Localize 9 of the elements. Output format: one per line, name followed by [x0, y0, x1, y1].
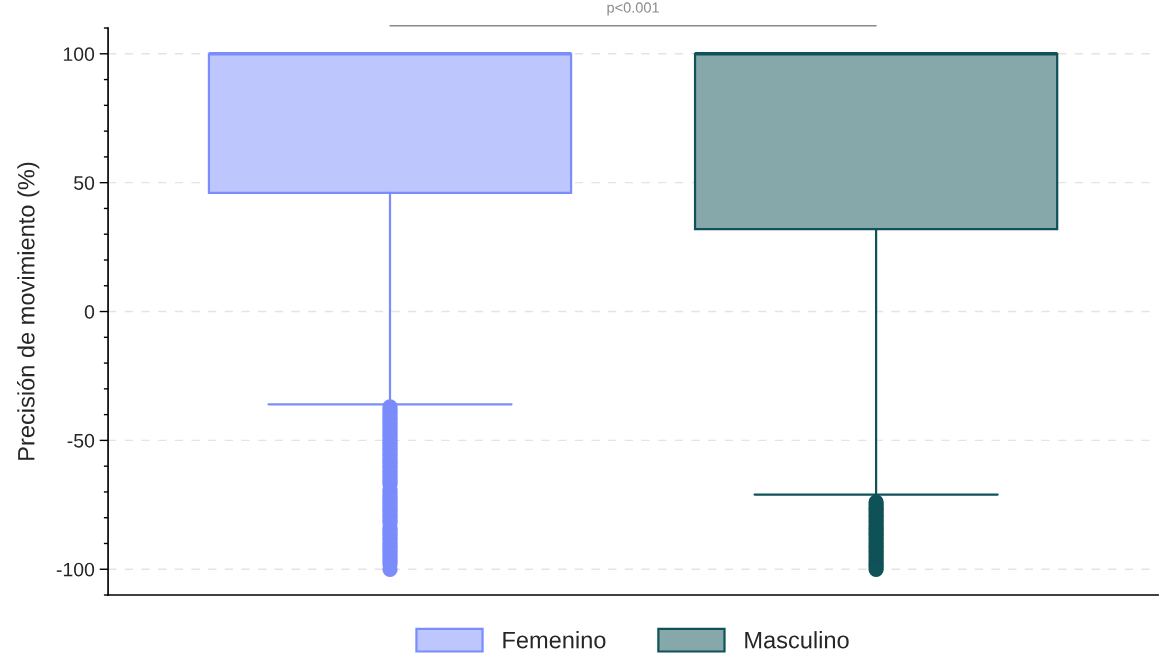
y-tick-label: 50	[74, 176, 95, 190]
text: p<0.001	[607, 2, 659, 16]
y-tick-label: 100	[63, 47, 95, 62]
y-tick-label: -100	[56, 562, 95, 577]
y-tick-label: -50	[67, 433, 95, 448]
legend-label: Femenino	[503, 631, 606, 649]
y-tick-label: 0	[84, 305, 95, 319]
y-axis-title: Precisión de movimiento (%)	[17, 162, 40, 460]
legend-label: Masculino	[745, 631, 849, 649]
